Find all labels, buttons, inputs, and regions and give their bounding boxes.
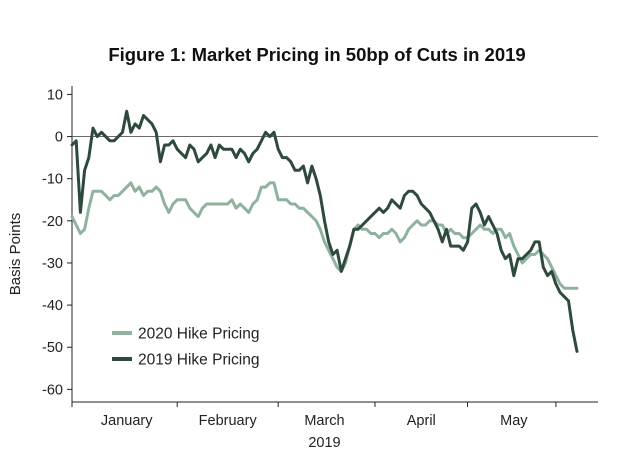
y-tick-label: 10 [47, 87, 63, 103]
y-tick-label: -20 [42, 214, 63, 230]
x-tick-label: March [304, 413, 344, 429]
y-tick-label: -30 [42, 256, 63, 272]
y-tick-label: -50 [42, 340, 63, 356]
chart-title: Figure 1: Market Pricing in 50bp of Cuts… [108, 44, 526, 65]
y-tick-label: 0 [55, 130, 63, 146]
y-axis: 10 0 -10 -20 -30 -40 -50 -60 [42, 86, 598, 402]
y-tick-label: -40 [42, 298, 63, 314]
series-lines [70, 109, 579, 353]
y-tick-label: -10 [42, 172, 63, 188]
y-tick-label: -60 [42, 382, 63, 398]
legend-label: 2019 Hike Pricing [138, 352, 259, 369]
series-line-2019-hike-pricing [70, 109, 579, 353]
y-axis-title: Basis Points [7, 213, 24, 296]
x-tick-label: February [199, 413, 258, 429]
x-tick-label: January [101, 413, 153, 429]
x-axis-title: 2019 [308, 435, 340, 451]
x-axis: January February March April May [71, 401, 598, 429]
legend: 2020 Hike Pricing 2019 Hike Pricing [112, 326, 259, 369]
series-line-2020-hike-pricing [70, 181, 579, 290]
x-tick-label: April [407, 413, 436, 429]
x-tick-label: May [500, 413, 528, 429]
legend-label: 2020 Hike Pricing [138, 326, 259, 343]
